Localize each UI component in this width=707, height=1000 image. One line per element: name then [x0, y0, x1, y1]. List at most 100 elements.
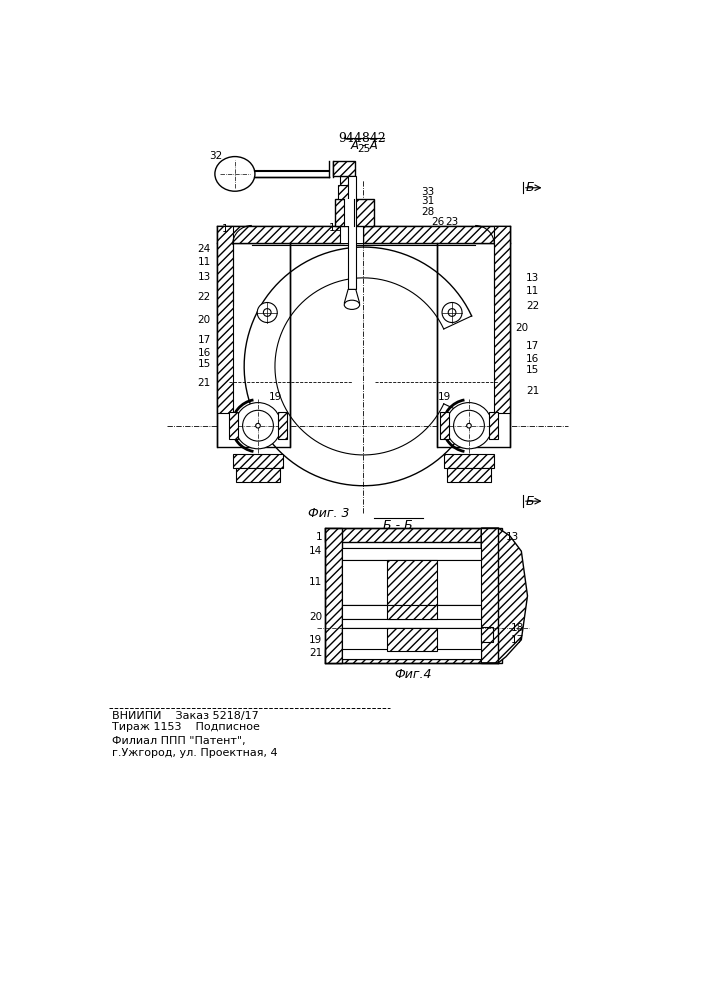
Text: Филиал ППП "Патент",: Филиал ППП "Патент",: [112, 736, 245, 746]
Bar: [387, 628, 437, 651]
Text: 22: 22: [197, 292, 211, 302]
Text: 33: 33: [421, 187, 434, 197]
Bar: [444, 454, 493, 468]
Text: 27: 27: [345, 219, 358, 229]
Circle shape: [467, 423, 472, 428]
Text: 21: 21: [197, 378, 211, 388]
Text: 18: 18: [511, 623, 524, 633]
Bar: [342, 560, 481, 605]
Bar: [387, 605, 437, 619]
Text: 14: 14: [309, 546, 322, 556]
Circle shape: [446, 403, 492, 449]
Text: ВНИИПИ    Заказ 5218/17: ВНИИПИ Заказ 5218/17: [112, 711, 259, 721]
Text: 22: 22: [461, 404, 474, 414]
Text: 20: 20: [309, 612, 322, 622]
Bar: [325, 528, 502, 542]
Text: Фиг. 3: Фиг. 3: [308, 507, 349, 520]
Bar: [387, 605, 437, 619]
Circle shape: [243, 410, 274, 441]
Ellipse shape: [215, 157, 255, 191]
Polygon shape: [481, 528, 527, 663]
Circle shape: [256, 423, 260, 428]
Text: 19: 19: [309, 635, 322, 645]
Text: 1: 1: [221, 224, 228, 234]
Bar: [229, 412, 238, 439]
Text: 32: 32: [209, 151, 222, 161]
Text: 16: 16: [526, 354, 539, 364]
Bar: [217, 226, 233, 413]
Text: 31: 31: [421, 196, 434, 206]
Text: 22: 22: [526, 301, 539, 311]
Text: 13: 13: [526, 273, 539, 283]
Ellipse shape: [344, 300, 360, 309]
Bar: [387, 560, 437, 605]
Text: 13: 13: [506, 532, 519, 542]
Bar: [217, 243, 291, 447]
Text: Б - Б: Б - Б: [383, 519, 413, 532]
Text: 17: 17: [511, 635, 524, 645]
Bar: [342, 548, 481, 560]
Text: 944842: 944842: [338, 132, 386, 145]
Bar: [335, 199, 354, 226]
Circle shape: [264, 309, 271, 316]
Circle shape: [442, 302, 462, 323]
Text: Б: Б: [525, 181, 534, 194]
Text: 15: 15: [197, 359, 211, 369]
Bar: [363, 226, 510, 243]
Bar: [342, 605, 481, 619]
Text: 28: 28: [421, 207, 434, 217]
Text: 13: 13: [197, 272, 211, 282]
Text: 20: 20: [197, 315, 211, 325]
Bar: [344, 199, 354, 226]
Text: 15: 15: [526, 365, 539, 375]
Text: Фиг.4: Фиг.4: [395, 668, 432, 681]
Bar: [481, 627, 493, 642]
Circle shape: [235, 403, 281, 449]
Text: 17: 17: [197, 335, 211, 345]
Text: 20: 20: [515, 323, 528, 333]
Text: 16: 16: [197, 348, 211, 358]
Bar: [342, 628, 481, 651]
Text: г.Ужгород, ул. Проектная, 4: г.Ужгород, ул. Проектная, 4: [112, 748, 277, 758]
Bar: [334, 161, 355, 176]
Bar: [489, 412, 498, 439]
Bar: [387, 628, 437, 651]
Circle shape: [454, 410, 484, 441]
Text: 12: 12: [328, 223, 341, 233]
Bar: [325, 649, 502, 663]
Bar: [440, 412, 449, 439]
Bar: [340, 226, 363, 243]
Text: 21: 21: [309, 648, 322, 658]
Bar: [278, 412, 287, 439]
Bar: [437, 243, 510, 447]
Text: 21: 21: [526, 386, 539, 396]
Bar: [494, 226, 510, 413]
Bar: [342, 628, 481, 651]
Text: 23: 23: [445, 217, 459, 227]
Bar: [325, 528, 342, 663]
Bar: [217, 226, 344, 243]
Bar: [354, 199, 373, 226]
Text: 19: 19: [438, 392, 451, 402]
Bar: [342, 548, 481, 560]
Bar: [348, 176, 356, 289]
Text: 24: 24: [197, 244, 211, 254]
Bar: [233, 454, 283, 468]
Bar: [236, 468, 279, 482]
Text: 1: 1: [316, 532, 323, 542]
Text: 11: 11: [526, 286, 539, 296]
Bar: [338, 185, 355, 199]
Bar: [342, 605, 481, 619]
Bar: [481, 528, 498, 663]
Text: А - А: А - А: [351, 139, 378, 152]
Bar: [342, 651, 481, 659]
Bar: [342, 619, 481, 628]
Bar: [340, 176, 354, 185]
Text: 26: 26: [431, 217, 445, 227]
Bar: [448, 468, 491, 482]
Bar: [342, 651, 481, 659]
Bar: [342, 649, 481, 659]
Text: Б: Б: [525, 495, 534, 508]
Text: Тираж 1153    Подписное: Тираж 1153 Подписное: [112, 722, 259, 732]
Text: 25: 25: [358, 144, 371, 154]
